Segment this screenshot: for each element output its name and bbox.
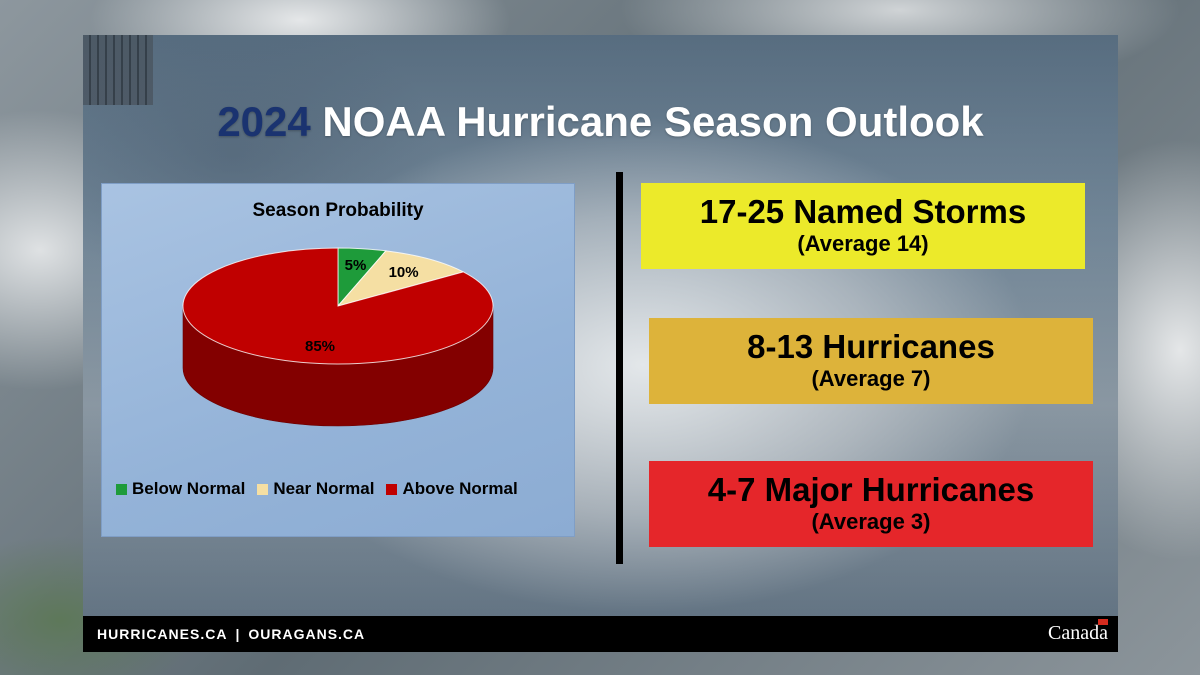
title-text: NOAA Hurricane Season Outlook	[310, 98, 984, 145]
vertical-divider	[616, 172, 623, 564]
hurricanes-range: 8-13 Hurricanes	[747, 328, 995, 365]
hurricanes-link[interactable]: HURRICANES.CA	[97, 626, 228, 642]
satellite-graphic	[83, 35, 153, 105]
named-storms-range: 17-25 Named Storms	[699, 193, 1027, 230]
footer-links: HURRICANES.CA | OURAGANS.CA	[97, 626, 365, 642]
canada-wordmark: Canada	[1048, 622, 1108, 644]
legend-swatch	[257, 483, 269, 495]
chart-legend: Below Normal Near Normal Above Normal	[116, 479, 524, 499]
legend-item-near-normal: Near Normal	[257, 479, 374, 499]
major-hurricanes-average: (Average 3)	[811, 509, 931, 534]
footer-separator: |	[235, 626, 241, 642]
pie-label-near-normal: 10%	[389, 264, 419, 281]
legend-item-above-normal: Above Normal	[386, 479, 518, 499]
named-storms-average: (Average 14)	[797, 231, 929, 256]
chart-title: Season Probability	[252, 200, 424, 221]
legend-swatch	[386, 483, 398, 495]
major-hurricanes-box: 4-7 Major Hurricanes (Average 3)	[649, 461, 1093, 547]
outlook-slide: 2024 NOAA Hurricane Season Outlook Seaso…	[83, 35, 1118, 652]
slide-title: 2024 NOAA Hurricane Season Outlook	[83, 98, 1118, 146]
major-hurricanes-range: 4-7 Major Hurricanes	[707, 471, 1035, 508]
hurricanes-average: (Average 7)	[811, 366, 931, 391]
season-probability-chart: Season Probability 5% 10% 85% Below Normal…	[101, 183, 575, 537]
legend-swatch	[116, 483, 127, 495]
pie-slice-above-normal	[182, 247, 494, 365]
named-storms-box: 17-25 Named Storms (Average 14)	[641, 183, 1085, 269]
pie-label-above-normal: 85%	[305, 338, 335, 355]
legend-item-below-normal: Below Normal	[116, 479, 245, 499]
hurricanes-box: 8-13 Hurricanes (Average 7)	[649, 318, 1093, 404]
title-year: 2024	[217, 98, 311, 145]
ouragans-link[interactable]: OURAGANS.CA	[248, 626, 366, 642]
pie-slice-near-normal	[336, 250, 465, 307]
footer-bar: HURRICANES.CA | OURAGANS.CA Canada	[83, 616, 1118, 652]
legend-label: Above Normal	[402, 479, 518, 498]
pie-label-below-normal: 5%	[345, 257, 367, 274]
legend-label: Below Normal	[132, 479, 246, 498]
legend-label: Near Normal	[273, 479, 375, 498]
pie-chart: 5% 10% 85%	[182, 247, 494, 427]
flag-icon	[1098, 619, 1108, 625]
